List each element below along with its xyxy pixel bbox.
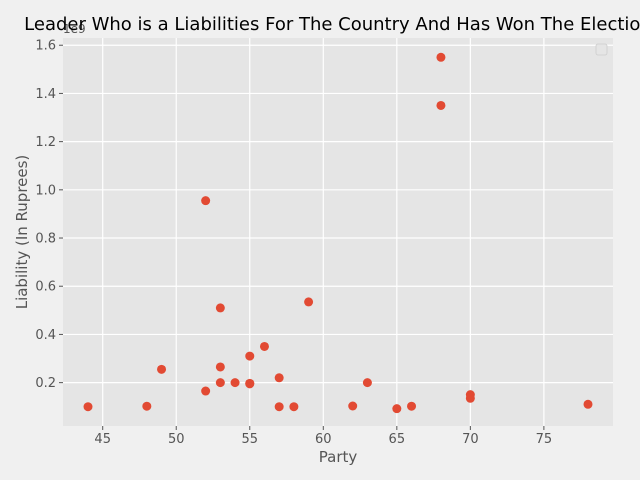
data-point xyxy=(259,341,269,351)
data-point xyxy=(362,378,372,388)
y-axis-label: Liability (In Ruprees) xyxy=(13,155,31,310)
data-point xyxy=(392,404,402,414)
legend-box xyxy=(595,43,608,56)
data-point xyxy=(304,297,314,307)
data-point xyxy=(215,303,225,313)
y-tick-label: 0.4 xyxy=(35,328,56,343)
x-axis-ticks: 45 50 55 60 65 70 75 xyxy=(94,426,552,447)
data-point xyxy=(201,196,211,206)
chart-title: Leader Who is a Liabilities For The Coun… xyxy=(24,14,640,35)
x-tick-label: 65 xyxy=(389,432,406,447)
data-point xyxy=(201,386,211,396)
data-point xyxy=(83,402,93,412)
y-tick-label: 1.6 xyxy=(35,39,56,54)
data-point xyxy=(274,402,284,412)
y-tick-label: 0.2 xyxy=(35,376,56,391)
y-tick-label: 1.4 xyxy=(35,87,56,102)
data-point xyxy=(245,379,255,389)
y-axis-offset-label: 1e9 xyxy=(63,22,86,36)
y-tick-label: 0.8 xyxy=(35,232,56,247)
x-tick-label: 55 xyxy=(241,432,258,447)
data-point xyxy=(157,364,167,374)
data-point xyxy=(289,402,299,412)
grid-lines xyxy=(63,38,613,426)
data-point xyxy=(583,399,593,409)
x-tick-label: 70 xyxy=(462,432,479,447)
x-tick-label: 50 xyxy=(168,432,185,447)
plot-area xyxy=(63,38,613,426)
data-point xyxy=(436,100,446,110)
data-point xyxy=(436,52,446,62)
x-tick-label: 75 xyxy=(536,432,553,447)
data-point xyxy=(230,378,240,388)
y-tick-label: 1.2 xyxy=(35,135,56,150)
x-tick-label: 60 xyxy=(315,432,332,447)
data-point xyxy=(245,351,255,361)
y-tick-label: 0.6 xyxy=(35,280,56,295)
data-point xyxy=(274,373,284,383)
data-point xyxy=(407,401,417,411)
data-point xyxy=(348,401,358,411)
x-tick-label: 45 xyxy=(94,432,111,447)
data-point xyxy=(465,393,475,403)
data-points xyxy=(83,52,593,414)
data-point xyxy=(215,362,225,372)
y-axis-ticks: 0.2 0.4 0.6 0.8 1.0 1.2 1.4 1.6 xyxy=(35,39,63,391)
data-point xyxy=(142,401,152,411)
data-point xyxy=(215,378,225,388)
x-axis-label: Party xyxy=(319,448,358,466)
y-tick-label: 1.0 xyxy=(35,183,56,198)
